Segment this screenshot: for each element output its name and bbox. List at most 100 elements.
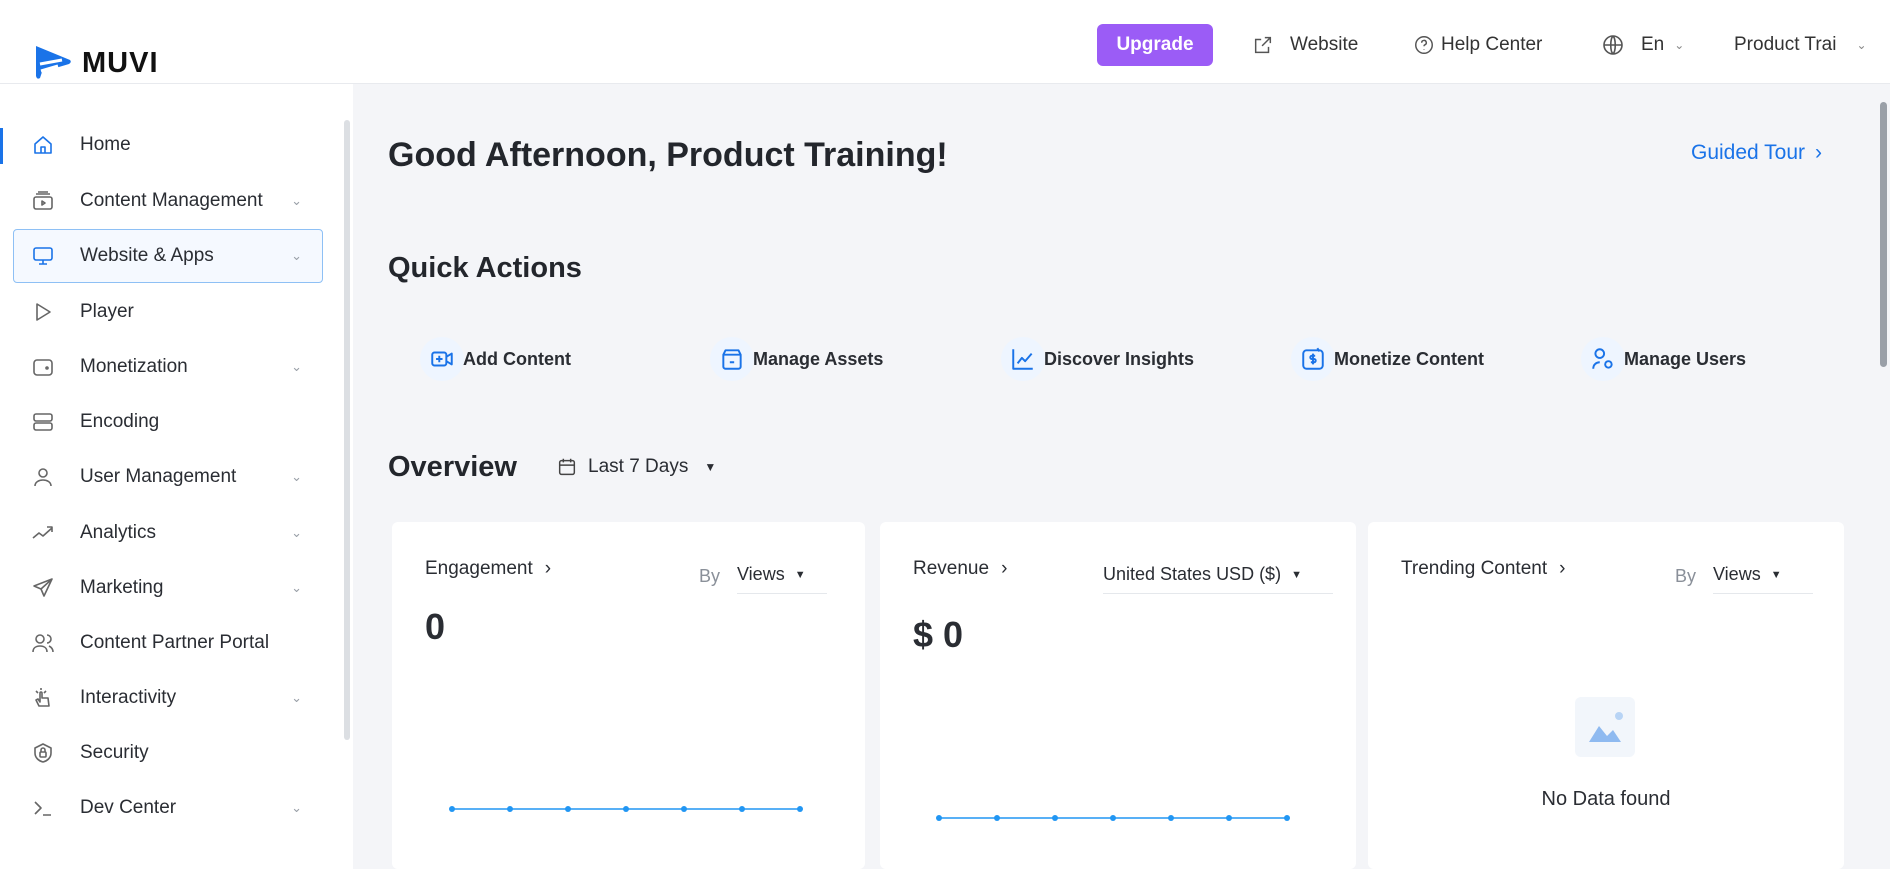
- main-scrollbar[interactable]: [1880, 102, 1887, 367]
- quick-action-label: Monetize Content: [1334, 348, 1484, 369]
- sidebar-item-home[interactable]: Home: [13, 118, 323, 172]
- help-label: Help Center: [1441, 34, 1543, 55]
- sidebar-item-analytics[interactable]: Analytics ⌄: [13, 506, 323, 560]
- chevron-right-icon: ›: [1815, 141, 1823, 164]
- revenue-data-point[interactable]: [1110, 815, 1116, 821]
- language-select[interactable]: En ⌄: [1601, 24, 1684, 66]
- sidebar-item-security[interactable]: Security: [13, 726, 323, 780]
- quick-action-label: Manage Assets: [753, 348, 884, 369]
- revenue-data-point[interactable]: [1226, 815, 1232, 821]
- sidebar: [0, 84, 353, 869]
- shield-icon: [30, 740, 56, 766]
- send-icon: [30, 575, 56, 601]
- engagement-title-link[interactable]: Engagement ›: [425, 558, 551, 580]
- quick-action-label: Discover Insights: [1044, 348, 1195, 369]
- engagement-data-point[interactable]: [507, 806, 513, 812]
- sidebar-item-website-apps[interactable]: Website & Apps ⌄: [13, 229, 323, 283]
- sidebar-item-label: Content Management: [80, 190, 263, 211]
- calendar-icon: [558, 458, 576, 476]
- chevron-down-icon: ⌄: [291, 580, 302, 595]
- quick-action-add-content[interactable]: Add Content: [398, 317, 683, 401]
- help-center-link[interactable]: Help Center: [1413, 24, 1542, 66]
- chevron-down-icon: ⌄: [1674, 38, 1685, 52]
- revenue-title-link[interactable]: Revenue ›: [913, 558, 1007, 580]
- engagement-data-point[interactable]: [449, 806, 455, 812]
- engagement-data-point[interactable]: [739, 806, 745, 812]
- website-label: Website: [1290, 34, 1359, 55]
- sidebar-item-content-management[interactable]: Content Management ⌄: [13, 174, 323, 228]
- user-settings-icon: [1581, 337, 1625, 381]
- server-icon: [30, 409, 56, 435]
- muvi-logo-icon: [36, 46, 71, 79]
- chevron-right-icon: ›: [1001, 558, 1008, 579]
- chevron-down-icon: ⌄: [291, 525, 302, 540]
- chevron-right-icon: ›: [544, 558, 552, 579]
- quick-action-label: Manage Users: [1624, 348, 1747, 369]
- by-label: By: [699, 566, 721, 586]
- revenue-data-point[interactable]: [936, 815, 942, 821]
- engagement-data-point[interactable]: [681, 806, 687, 812]
- upgrade-button[interactable]: Upgrade: [1097, 24, 1213, 66]
- sidebar-scrollbar[interactable]: [344, 120, 350, 740]
- chevron-down-icon: ⌄: [291, 469, 302, 484]
- engagement-data-point[interactable]: [797, 806, 803, 812]
- home-icon: [30, 132, 56, 158]
- sidebar-item-label: Website & Apps: [80, 245, 214, 266]
- revenue-data-point[interactable]: [994, 815, 1000, 821]
- sidebar-item-interactivity[interactable]: Interactivity ⌄: [13, 671, 323, 725]
- sidebar-item-label: Dev Center: [80, 797, 177, 818]
- website-link[interactable]: Website: [1252, 24, 1358, 66]
- trending-title-link[interactable]: Trending Content ›: [1401, 558, 1565, 580]
- chevron-down-icon: ⌄: [291, 690, 302, 705]
- revenue-title: Revenue: [913, 558, 990, 579]
- engagement-data-point[interactable]: [623, 806, 629, 812]
- sidebar-item-encoding[interactable]: Encoding: [13, 395, 323, 449]
- by-label: By: [1675, 566, 1697, 586]
- quick-action-monetize-content[interactable]: Monetize Content: [1269, 317, 1554, 401]
- chart-icon: [1001, 337, 1045, 381]
- no-data-text: No Data found: [1541, 788, 1671, 810]
- engagement-value: 0: [425, 606, 446, 647]
- trending-card: Trending Content › By Views ▼ No Data foun…: [1368, 522, 1844, 869]
- revenue-data-point[interactable]: [1168, 815, 1174, 821]
- caret-down-icon: ▼: [1291, 568, 1302, 581]
- revenue-data-point[interactable]: [1284, 815, 1290, 821]
- help-icon: [1415, 36, 1433, 54]
- engagement-data-point[interactable]: [565, 806, 571, 812]
- sidebar-item-monetization[interactable]: Monetization ⌄: [13, 340, 323, 394]
- sidebar-item-label: Encoding: [80, 411, 160, 432]
- quick-action-manage-assets[interactable]: Manage Assets: [688, 317, 973, 401]
- brand-name: MUVI: [82, 46, 159, 79]
- terminal-icon: [30, 795, 56, 821]
- metric-label: Views: [737, 564, 785, 584]
- sidebar-item-label: Interactivity: [80, 687, 177, 708]
- active-indicator: [0, 128, 3, 164]
- page-title: Good Afternoon, Product Training!: [388, 136, 948, 174]
- top-header: Upgrade Website Help Center En ⌄ Product…: [0, 0, 1890, 84]
- trending-metric-select[interactable]: Views ▼: [1713, 564, 1813, 594]
- guided-tour-link[interactable]: Guided Tour ›: [1691, 141, 1822, 165]
- sidebar-item-content-partner-portal[interactable]: Content Partner Portal: [13, 616, 323, 670]
- quick-action-discover-insights[interactable]: Discover Insights: [979, 317, 1264, 401]
- chevron-down-icon: ⌄: [291, 193, 302, 208]
- date-range-select[interactable]: Last 7 Days ▼: [556, 456, 716, 478]
- chevron-down-icon: ⌄: [291, 800, 302, 815]
- language-label: En: [1641, 34, 1665, 55]
- sidebar-item-marketing[interactable]: Marketing ⌄: [13, 561, 323, 615]
- sidebar-item-dev-center[interactable]: Dev Center ⌄: [13, 781, 323, 835]
- quick-action-manage-users[interactable]: Manage Users: [1559, 317, 1844, 401]
- currency-select[interactable]: United States USD ($) ▼: [1103, 564, 1333, 594]
- sidebar-item-label: Marketing: [80, 577, 164, 598]
- revenue-data-point[interactable]: [1052, 815, 1058, 821]
- monitor-icon: [30, 243, 56, 269]
- chevron-right-icon: ›: [1559, 558, 1566, 579]
- sidebar-item-user-management[interactable]: User Management ⌄: [13, 450, 323, 504]
- account-menu[interactable]: Product Trai ⌄: [1734, 24, 1867, 66]
- sidebar-item-player[interactable]: Player: [13, 285, 323, 339]
- caret-down-icon: ▼: [794, 568, 806, 581]
- upgrade-label: Upgrade: [1116, 34, 1194, 55]
- revenue-chart: [936, 815, 1290, 821]
- revenue-value: $ 0: [913, 614, 964, 655]
- engagement-metric-select[interactable]: Views ▼: [737, 564, 827, 594]
- trending-title: Trending Content: [1401, 558, 1548, 579]
